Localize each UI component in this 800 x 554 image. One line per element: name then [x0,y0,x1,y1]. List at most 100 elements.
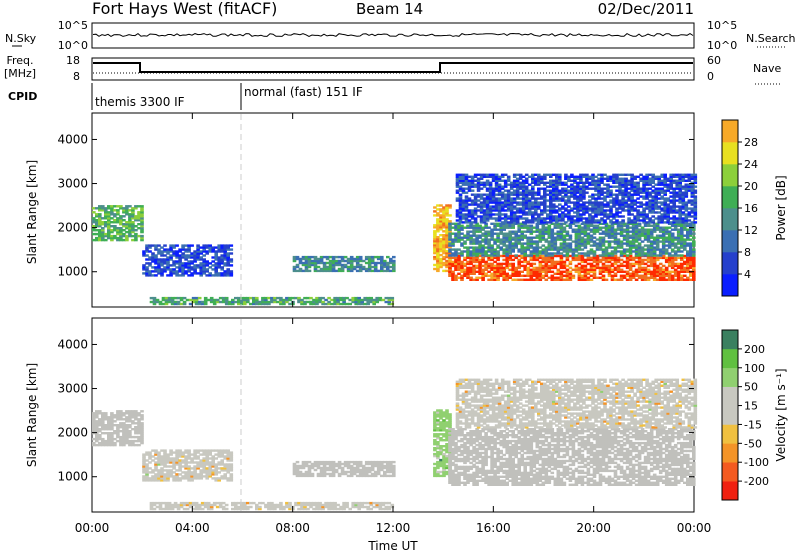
data-cell [692,240,696,243]
data-cell [270,300,274,304]
data-cell [549,219,553,222]
data-cell [607,242,612,245]
data-cell [540,197,544,200]
data-cell [606,205,610,208]
data-cell [158,300,163,304]
data-cell [583,234,588,237]
data-cell [503,181,508,184]
data-cell [621,195,625,198]
data-cell [683,240,687,243]
data-cell [214,258,218,261]
data-cell [609,185,613,188]
data-cell [137,424,141,427]
data-cell [163,459,167,462]
data-cell [458,187,463,190]
data-cell [512,185,517,188]
data-cell [579,217,583,220]
data-cell [499,270,503,273]
data-cell [529,224,534,227]
data-cell [357,296,361,300]
data-cell [616,268,621,271]
data-cell [561,181,565,184]
data-cell [508,254,512,258]
data-cell [556,238,561,241]
data-cell [607,232,612,235]
data-cell [646,232,651,235]
data-cell [646,224,651,227]
data-cell [687,175,692,178]
data-cell [134,229,138,232]
data-cell [628,272,633,275]
data-cell [433,214,437,217]
data-cell [550,230,555,233]
data-cell [476,181,481,184]
data-cell [352,267,357,271]
data-cell [681,213,686,216]
data-cell [534,201,538,204]
data-cell [140,422,144,425]
data-cell [448,270,452,273]
data-cell [518,185,523,188]
data-cell [481,244,485,247]
data-cell [349,255,354,259]
data-cell [95,422,99,425]
data-cell [630,173,634,176]
data-cell [482,193,487,196]
data-cell [463,268,467,271]
data-cell [481,268,485,271]
data-cell [544,262,549,266]
data-cell [663,179,667,182]
data-cell [517,226,521,229]
data-cell [586,224,591,227]
data-cell [645,193,649,196]
data-cell [619,252,624,255]
data-cell [131,215,135,218]
data-cell [672,173,676,176]
data-cell [140,424,144,427]
data-cell [509,193,514,196]
data-cell [463,256,467,260]
data-cell [517,262,521,266]
data-cell [610,234,615,237]
data-cell [451,238,455,241]
data-cell [550,242,555,245]
data-cell [145,463,149,466]
data-cell [546,217,550,220]
data-cell [380,269,384,273]
data-cell [562,274,567,277]
data-cell [537,213,541,216]
data-cell [627,199,631,202]
data-cell [383,259,387,263]
data-cell [478,276,482,279]
data-cell [319,255,324,259]
data-cell [535,274,540,277]
data-cell [526,262,530,266]
data-cell [559,258,564,262]
data-cell [574,250,579,253]
data-cell [466,254,470,257]
data-cell [220,250,224,253]
data-cell [670,260,675,264]
data-cell [625,234,630,237]
data-cell [535,246,540,249]
data-cell [553,276,558,279]
data-cell [523,226,527,229]
data-cell [686,222,690,225]
data-cell [172,479,176,482]
data-cell [640,270,645,273]
data-cell [364,257,369,261]
data-cell [436,224,440,227]
data-cell [494,185,499,188]
data-cell [512,221,517,224]
data-cell [361,267,366,271]
data-cell [604,268,609,271]
data-cell [565,258,570,262]
data-cell [600,189,604,192]
data-cell [645,179,649,182]
data-cell [181,455,185,458]
noise-right-tick-top: 10^5 [707,19,737,32]
data-cell [627,207,631,210]
data-cell [547,232,552,235]
data-cell [558,217,562,220]
